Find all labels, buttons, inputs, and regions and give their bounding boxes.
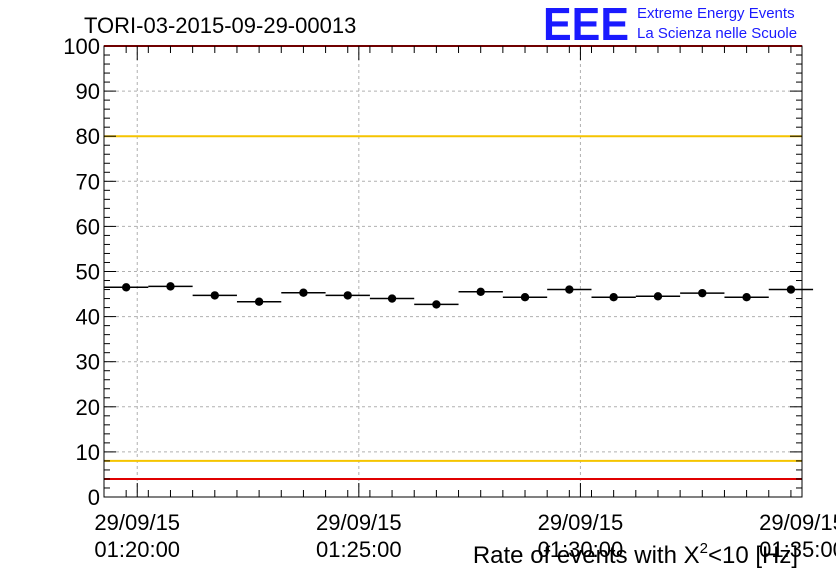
plot-frame: [103, 45, 803, 498]
data-point: [432, 300, 441, 309]
y-tick-label: 90: [76, 79, 100, 104]
y-tick-label: 100: [63, 34, 100, 59]
x-tick-label-date: 29/09/15: [759, 510, 836, 535]
y-tick-label: 0: [88, 485, 100, 510]
data-point: [387, 294, 397, 303]
logo-letters: EEE: [543, 0, 629, 50]
data-point: [254, 297, 264, 306]
y-tick-label: 80: [76, 124, 100, 149]
y-tick-label: 60: [76, 214, 100, 239]
x-tick-label-time: 01:20:00: [94, 537, 180, 562]
y-tick-label: 30: [76, 350, 100, 375]
x-axis-title-prefix: Rate of events with X: [473, 542, 700, 569]
data-point: [698, 288, 707, 298]
y-tick-label: 40: [76, 305, 100, 330]
data-point: [653, 292, 663, 301]
eee-logo: EEE Extreme Energy Events La Scienza nel…: [543, 0, 797, 50]
data-point: [476, 287, 485, 296]
x-tick-label-time: 01:25:00: [316, 537, 402, 562]
data-point: [786, 285, 796, 294]
data-point: [121, 283, 131, 292]
data-point: [742, 293, 751, 302]
y-tick-label: 10: [76, 440, 100, 465]
data-point: [609, 293, 618, 302]
x-tick-label-date: 29/09/15: [316, 510, 402, 535]
x-axis-title: Rate of events with X2<10 [Hz]: [473, 540, 798, 569]
data-point: [299, 288, 308, 297]
axis-labels: 010203040506070809010029/09/1501:20:0029…: [63, 34, 836, 562]
data-point: [565, 285, 574, 294]
logo-line-2: La Scienza nelle Scuole: [637, 25, 797, 42]
data-point: [343, 291, 352, 300]
x-axis-title-superscript: 2: [700, 540, 708, 557]
reference-lines: [104, 45, 802, 480]
y-tick-label: 20: [76, 395, 100, 420]
data-series: [104, 282, 814, 309]
chart-title: TORI-03-2015-09-29-00013: [84, 13, 356, 38]
grid-lines: [104, 46, 803, 497]
x-tick-label-date: 29/09/15: [538, 510, 624, 535]
y-tick-label: 70: [76, 169, 100, 194]
y-tick-label: 50: [76, 260, 100, 285]
data-point: [520, 293, 530, 302]
x-tick-label-date: 29/09/15: [94, 510, 180, 535]
data-point: [166, 282, 175, 291]
x-tick-label-time: 01:30:00: [538, 537, 624, 562]
x-tick-label-time: 01:35:00: [759, 537, 836, 562]
x-axis-title-suffix: <10 [Hz]: [708, 542, 798, 569]
data-point: [210, 291, 219, 300]
logo-line-1: Extreme Energy Events: [637, 5, 795, 22]
